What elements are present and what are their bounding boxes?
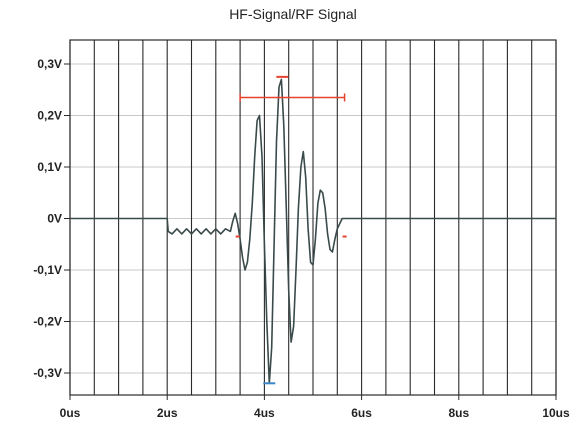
y-tick-label: 0,1V (37, 160, 62, 174)
x-tick-label: 0us (60, 406, 81, 420)
plot-area: 0,3V 0,2V 0,1V 0V -0,1V -0,2V -0,3V 0us 2us 4us 6u… (33, 39, 570, 420)
x-tick-label: 2us (157, 406, 178, 420)
y-tick-label: 0,3V (37, 57, 62, 71)
x-tick-label: 6us (351, 406, 372, 420)
y-tick-label: -0,3V (33, 366, 62, 380)
x-tick-label: 10us (542, 406, 570, 420)
signal-line (70, 78, 556, 385)
chart-title: HF-Signal/RF Signal (229, 6, 357, 22)
y-tick-label: 0,2V (37, 109, 62, 123)
x-tick-label: 8us (448, 406, 469, 420)
plot-frame (69, 39, 557, 396)
y-tick-label: -0,1V (33, 263, 62, 277)
y-tick-label: -0,2V (33, 315, 62, 329)
y-tick-label: 0V (47, 212, 62, 226)
x-tick-label: 4us (254, 406, 275, 420)
